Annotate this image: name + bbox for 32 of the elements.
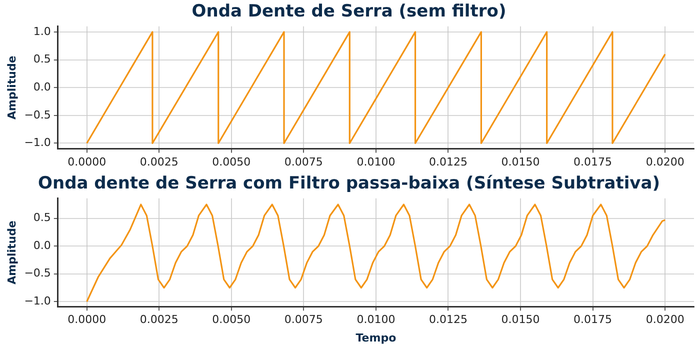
- x-tick-label: 0.0000: [68, 155, 106, 168]
- chart-title: Onda Dente de Serra (sem filtro): [192, 2, 506, 22]
- x-tick-label: 0.0050: [212, 155, 251, 168]
- y-tick-label: 0.0: [33, 238, 51, 252]
- y-tick-label: −1.0: [24, 294, 51, 308]
- x-tick-label: 0.0050: [212, 313, 251, 326]
- x-tick-label: 0.0100: [356, 313, 396, 326]
- y-tick-label: 1.0: [33, 24, 51, 38]
- x-tick-label: 0.0100: [356, 155, 396, 168]
- x-tick-label: 0.0125: [428, 155, 468, 168]
- y-tick-label: 0.0: [33, 80, 51, 94]
- x-tick-label: 0.0175: [574, 313, 612, 326]
- x-tick-label: 0.0125: [428, 313, 468, 326]
- x-tick-label: 0.0200: [646, 313, 684, 326]
- y-tick-label: −0.5: [24, 266, 51, 280]
- x-tick-label: 0.0150: [501, 155, 540, 168]
- x-axis-title: Tempo: [356, 331, 397, 344]
- y-tick-label: 0.5: [33, 52, 51, 66]
- chart-title: Onda dente de Serra com Filtro passa-baixa (Síntese Subtrativa): [38, 174, 660, 194]
- x-tick-label: 0.0000: [68, 313, 106, 326]
- x-tick-label: 0.0200: [646, 155, 684, 168]
- x-tick-label: 0.0075: [284, 155, 323, 168]
- y-tick-label: 0.5: [33, 211, 51, 224]
- y-axis-title: Amplitude: [5, 220, 18, 284]
- x-tick-label: 0.0025: [140, 313, 178, 326]
- x-tick-label: 0.0025: [140, 155, 178, 168]
- x-tick-label: 0.0175: [574, 155, 612, 168]
- y-tick-label: −1.0: [24, 136, 51, 150]
- y-tick-label: −0.5: [24, 108, 51, 122]
- x-tick-label: 0.0075: [284, 313, 323, 326]
- x-tick-label: 0.0150: [501, 313, 540, 326]
- y-axis-title: Amplitude: [5, 56, 18, 120]
